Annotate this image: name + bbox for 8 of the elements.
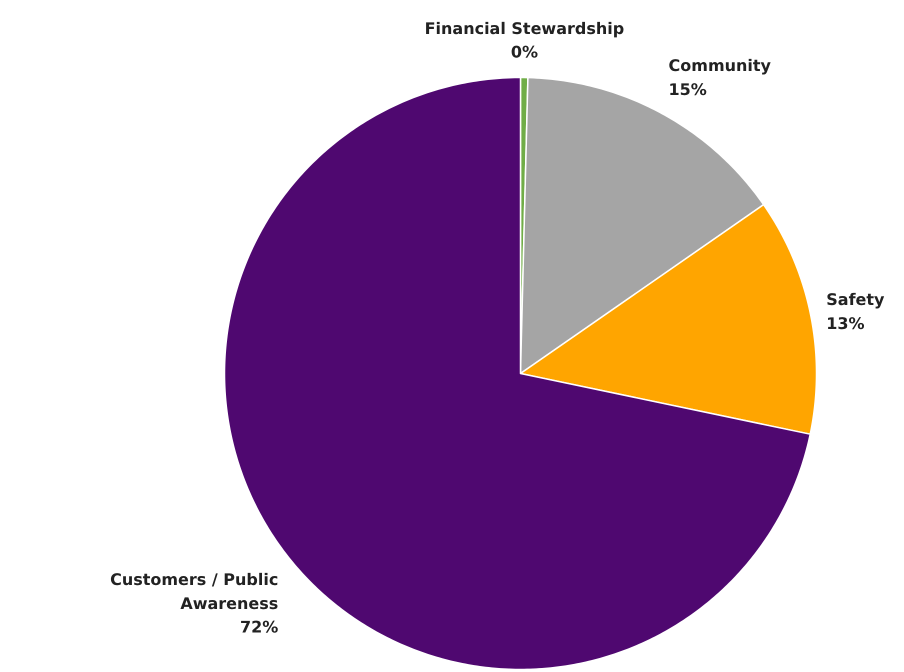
- data-label: 15%: [668, 80, 707, 99]
- slice-label: Community: [668, 56, 772, 76]
- data-label: 13%: [826, 314, 865, 333]
- data-label: 0%: [510, 42, 538, 62]
- data-label: 72%: [240, 618, 278, 637]
- slice-label: Customers / Public Awareness: [110, 570, 278, 613]
- slice-label: Financial Stewardship: [424, 18, 624, 38]
- slice-label: Safety: [826, 290, 886, 310]
